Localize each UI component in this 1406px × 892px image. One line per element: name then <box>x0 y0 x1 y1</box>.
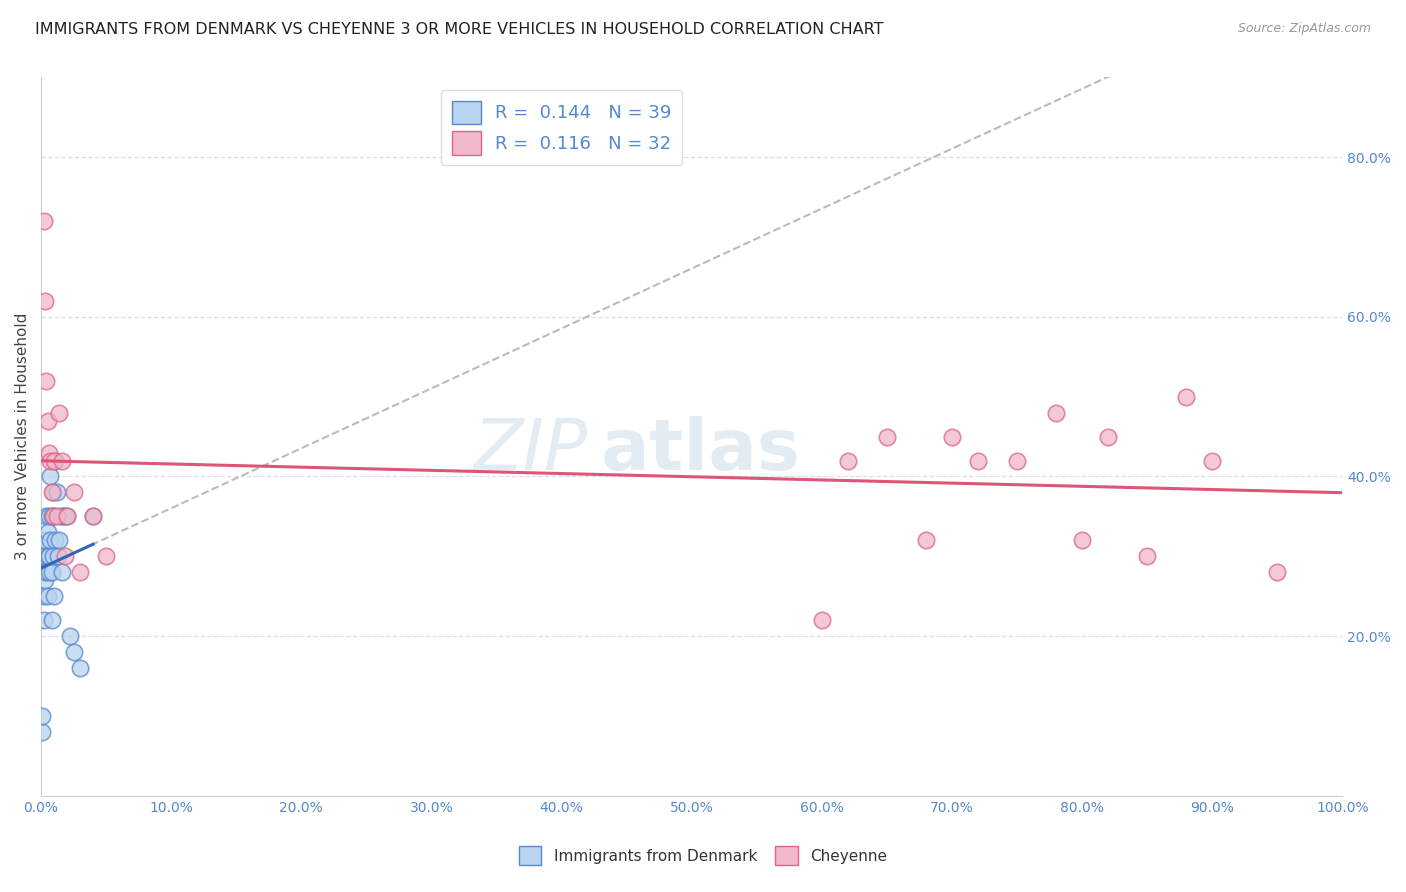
Point <box>49 509 72 524</box>
Point <box>32 589 55 603</box>
Point <box>41 485 63 500</box>
Point <box>46 549 69 564</box>
Point <box>1045 406 1067 420</box>
Point <box>1136 549 1159 564</box>
Text: atlas: atlas <box>600 417 800 485</box>
Point <box>32 613 55 627</box>
Point <box>59 629 82 643</box>
Point <box>82 509 104 524</box>
Point <box>35 509 58 524</box>
Point <box>69 566 91 580</box>
Point <box>62 645 84 659</box>
Point <box>41 509 63 524</box>
Point <box>39 469 62 483</box>
Point <box>48 533 70 548</box>
Point <box>82 509 104 524</box>
Point <box>44 453 66 467</box>
Point <box>1201 453 1223 467</box>
Point <box>56 509 79 524</box>
Point <box>35 566 58 580</box>
Point <box>35 374 58 388</box>
Point <box>69 661 91 675</box>
Point <box>38 445 60 459</box>
Point <box>45 509 67 524</box>
Point <box>32 214 55 228</box>
Point <box>62 485 84 500</box>
Point <box>42 509 65 524</box>
Point <box>96 549 118 564</box>
Text: IMMIGRANTS FROM DENMARK VS CHEYENNE 3 OR MORE VEHICLES IN HOUSEHOLD CORRELATION : IMMIGRANTS FROM DENMARK VS CHEYENNE 3 OR… <box>35 22 883 37</box>
Point <box>41 613 63 627</box>
Point <box>38 566 60 580</box>
Point <box>37 525 59 540</box>
Point <box>34 573 56 587</box>
Point <box>1071 533 1094 548</box>
Point <box>37 589 59 603</box>
Point <box>34 533 56 548</box>
Legend: Immigrants from Denmark, Cheyenne: Immigrants from Denmark, Cheyenne <box>512 840 894 871</box>
Point <box>53 549 76 564</box>
Point <box>39 533 62 548</box>
Point <box>51 566 73 580</box>
Point <box>37 414 59 428</box>
Text: Source: ZipAtlas.com: Source: ZipAtlas.com <box>1237 22 1371 36</box>
Text: ZIP: ZIP <box>474 417 588 485</box>
Point <box>48 406 70 420</box>
Point <box>1097 429 1119 443</box>
Point <box>42 549 65 564</box>
Point <box>1265 566 1288 580</box>
Point <box>53 509 76 524</box>
Point <box>1175 390 1198 404</box>
Point <box>32 566 55 580</box>
Y-axis label: 3 or more Vehicles in Household: 3 or more Vehicles in Household <box>15 313 30 560</box>
Point <box>52 509 75 524</box>
Legend: R =  0.144   N = 39, R =  0.116   N = 32: R = 0.144 N = 39, R = 0.116 N = 32 <box>441 90 682 165</box>
Point <box>967 453 990 467</box>
Point <box>42 589 65 603</box>
Point <box>34 293 56 308</box>
Point <box>876 429 898 443</box>
Point <box>44 533 66 548</box>
Point <box>51 453 73 467</box>
Point <box>42 485 65 500</box>
Point <box>941 429 963 443</box>
Point <box>39 453 62 467</box>
Point <box>810 613 832 627</box>
Point <box>37 549 59 564</box>
Point <box>31 724 53 739</box>
Point <box>1005 453 1028 467</box>
Point <box>837 453 859 467</box>
Point <box>45 485 67 500</box>
Point <box>56 509 79 524</box>
Point <box>41 566 63 580</box>
Point <box>34 549 56 564</box>
Point <box>915 533 938 548</box>
Point <box>38 549 60 564</box>
Point <box>42 453 65 467</box>
Point <box>42 509 65 524</box>
Point <box>38 509 60 524</box>
Point <box>31 709 53 723</box>
